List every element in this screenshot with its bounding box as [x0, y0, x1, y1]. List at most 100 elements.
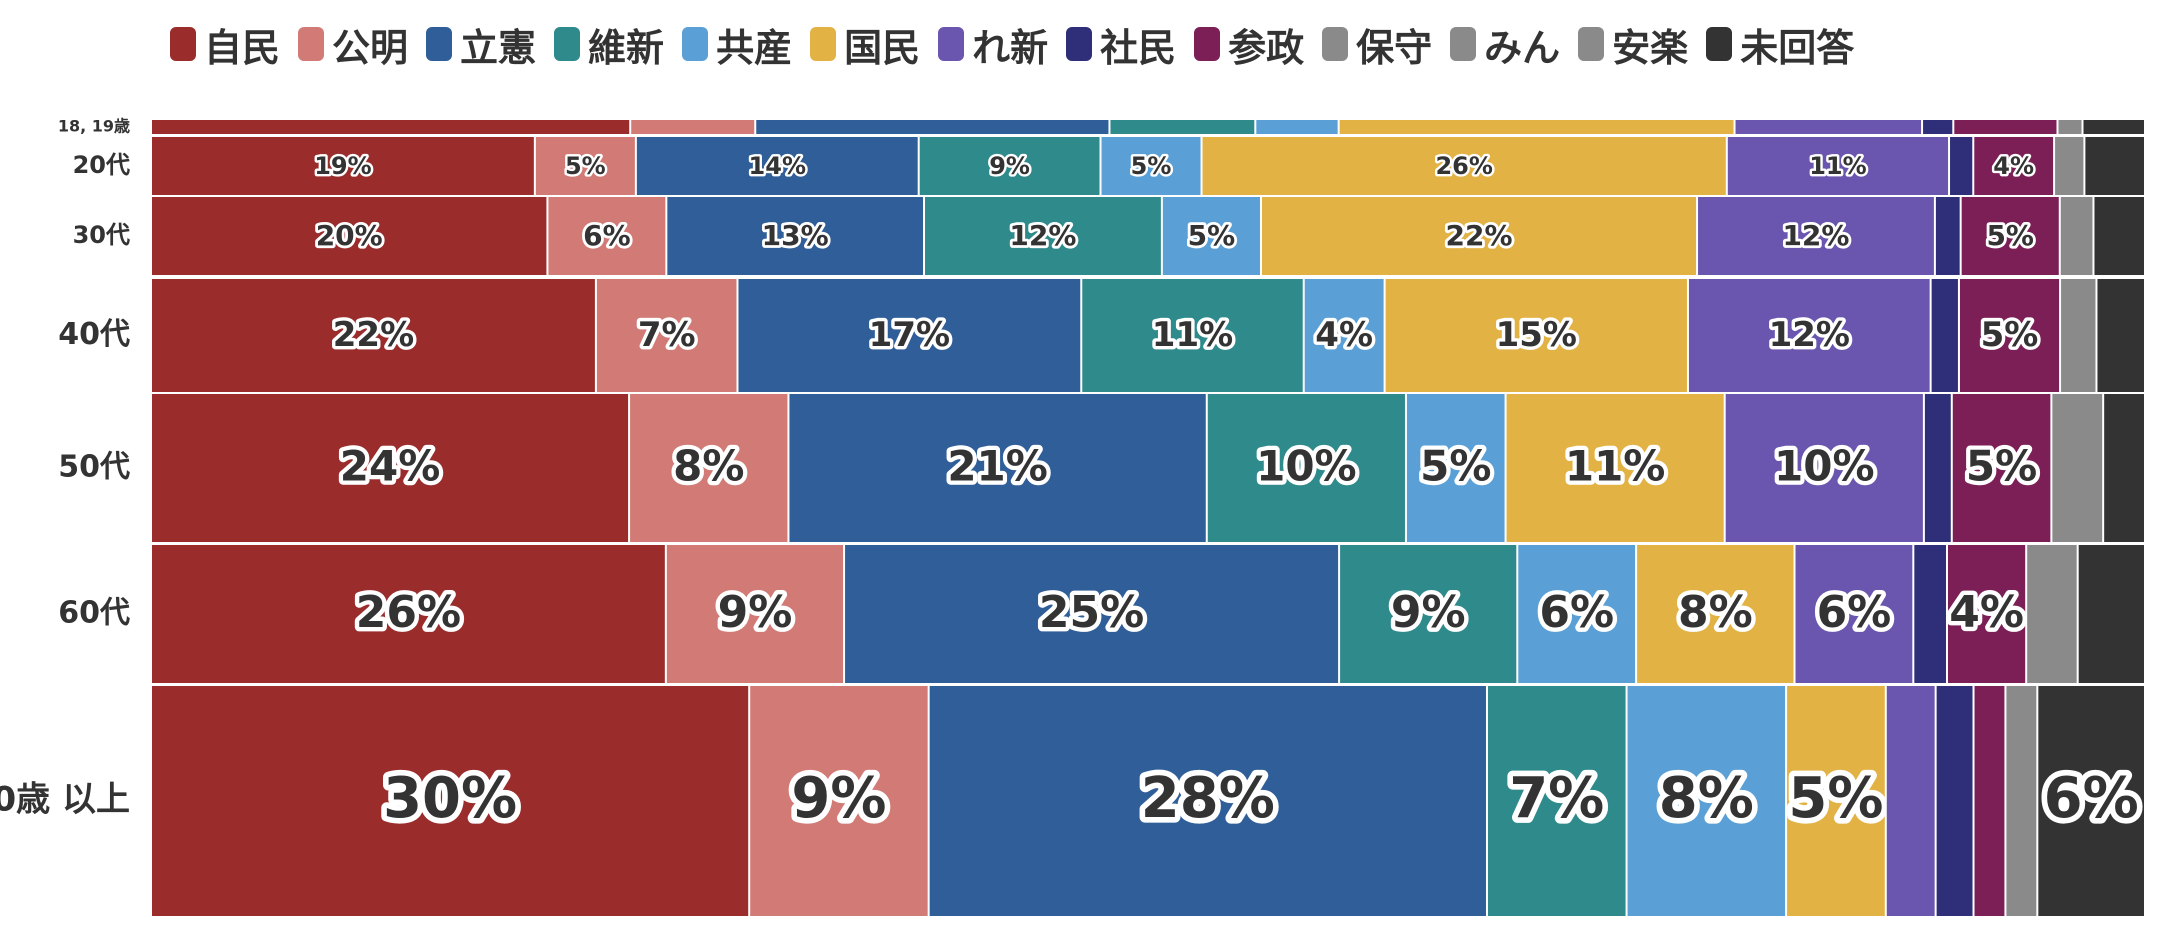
- bar-segment: [750, 686, 928, 916]
- legend-label: れ新: [972, 25, 1049, 70]
- data-label: 20%: [316, 219, 383, 252]
- legend-label: みん: [1484, 25, 1561, 70]
- legend-swatch: [426, 27, 453, 61]
- bar-segment: [1207, 394, 1405, 542]
- bar-segment: [1627, 686, 1786, 916]
- bar-segment: [2060, 197, 2093, 275]
- legend-item: 維新: [554, 17, 664, 72]
- bar-segment: [1947, 545, 2026, 683]
- data-label: 5%: [1966, 442, 2037, 491]
- legend-swatch: [938, 27, 965, 61]
- data-label: 12%: [1782, 219, 1849, 252]
- bar-segment: [1256, 120, 1338, 134]
- bar-segment: [152, 686, 749, 916]
- legend-label: 共産: [716, 25, 793, 70]
- legend-item: 立憲: [426, 17, 536, 72]
- bar-segment: [1727, 137, 1949, 195]
- bar-segment: [1385, 279, 1687, 392]
- legend-label: 保守: [1356, 25, 1433, 70]
- bar-segment: [1936, 686, 1973, 916]
- data-label: 9%: [1391, 587, 1466, 638]
- data-label: 5%: [565, 152, 606, 180]
- bar-segment: [2094, 197, 2144, 275]
- bar-segment: [2085, 137, 2144, 195]
- bar-segment: [2061, 279, 2096, 392]
- legend-item: 自民: [170, 17, 280, 72]
- bar-segment: [152, 279, 595, 392]
- bar-segment: [1931, 279, 1958, 392]
- bar-segment: [1110, 120, 1255, 134]
- bar-segment: [1506, 394, 1724, 542]
- bar-segment: [666, 545, 844, 683]
- legend-label: 未回答: [1740, 25, 1855, 70]
- legend-item: 共産: [682, 17, 792, 72]
- bar-segment: [845, 545, 1339, 683]
- bar-segment: [1735, 120, 1922, 134]
- row-label: 70歳 以上: [0, 780, 130, 820]
- bar-segment: [1886, 686, 1935, 916]
- legend-item: れ新: [938, 17, 1048, 72]
- data-label: 5%: [1788, 766, 1883, 831]
- bar-segment: [1961, 197, 2059, 275]
- bar-segment: [596, 279, 737, 392]
- bar-segment: [1787, 686, 1885, 916]
- legend-label: 立憲: [460, 25, 537, 70]
- data-label: 6%: [2044, 766, 2139, 831]
- bar-segment: [667, 197, 924, 275]
- row-label: 18, 19歳: [58, 117, 130, 136]
- data-label: 22%: [333, 315, 414, 355]
- data-label: 4%: [1315, 315, 1373, 355]
- data-label: 4%: [1949, 587, 2024, 638]
- legend-item: 未回答: [1706, 17, 1854, 72]
- data-label: 5%: [1188, 219, 1236, 252]
- data-label: 25%: [1039, 587, 1144, 638]
- bar-segment: [1923, 120, 1953, 134]
- bar-segment: [1725, 394, 1923, 542]
- bar-segment: [2027, 545, 2077, 683]
- legend-label: 維新: [588, 25, 665, 70]
- legend-swatch: [298, 27, 325, 61]
- data-label: 4%: [1993, 152, 2034, 180]
- data-label: 13%: [762, 219, 829, 252]
- data-label: 8%: [1659, 766, 1754, 831]
- data-label: 5%: [1986, 219, 2034, 252]
- data-label: 9%: [989, 152, 1030, 180]
- data-label: 11%: [1809, 152, 1866, 180]
- data-label: 28%: [1141, 766, 1275, 831]
- bar-segment: [1688, 279, 1930, 392]
- row-label: 30代: [73, 221, 130, 249]
- bar-segment: [1698, 197, 1934, 275]
- data-label: 12%: [1009, 219, 1076, 252]
- bar-segment: [738, 279, 1081, 392]
- bar-segment: [1487, 686, 1626, 916]
- legend-label: 自民: [204, 25, 281, 70]
- legend-swatch: [682, 27, 709, 61]
- bar-segment: [1406, 394, 1505, 542]
- data-label: 26%: [1435, 152, 1492, 180]
- data-label: 9%: [791, 766, 886, 831]
- bar-segment: [2058, 120, 2082, 134]
- data-label: 7%: [1509, 766, 1604, 831]
- row-label: 40代: [58, 317, 130, 352]
- data-label: 8%: [1678, 587, 1753, 638]
- legend-label: 社民: [1100, 25, 1177, 70]
- bar-segment: [1914, 545, 1946, 683]
- bar-segment: [1974, 137, 2054, 195]
- bar-segment: [1637, 545, 1794, 683]
- bar-segment: [152, 120, 630, 134]
- data-label: 11%: [1565, 442, 1666, 491]
- bar-segment: [1518, 545, 1636, 683]
- data-label: 10%: [1256, 442, 1357, 491]
- legend-item: 公明: [298, 17, 408, 72]
- bar-segment: [548, 197, 666, 275]
- bar-segment: [756, 120, 1109, 134]
- data-label: 6%: [583, 219, 631, 252]
- bar-segment: [2052, 394, 2103, 542]
- data-label: 5%: [1420, 442, 1491, 491]
- bar-segment: [1935, 197, 1960, 275]
- data-label: 6%: [1539, 587, 1614, 638]
- legend-swatch: [1322, 27, 1349, 61]
- data-label: 24%: [340, 442, 441, 491]
- legend-item: 社民: [1066, 17, 1176, 72]
